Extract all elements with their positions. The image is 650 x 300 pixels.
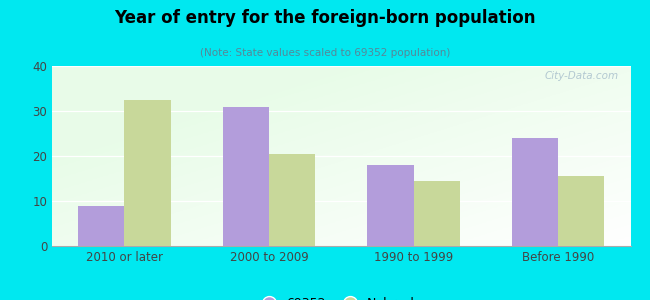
Bar bbox=[269, 154, 315, 246]
Bar bbox=[124, 100, 170, 246]
Bar bbox=[223, 106, 269, 246]
Bar bbox=[512, 138, 558, 246]
Bar bbox=[558, 176, 605, 246]
Text: City-Data.com: City-Data.com bbox=[545, 71, 619, 81]
Legend: 69352, Nebraska: 69352, Nebraska bbox=[252, 292, 430, 300]
Text: (Note: State values scaled to 69352 population): (Note: State values scaled to 69352 popu… bbox=[200, 48, 450, 58]
Bar bbox=[367, 165, 413, 246]
Text: Year of entry for the foreign-born population: Year of entry for the foreign-born popul… bbox=[114, 9, 536, 27]
Bar bbox=[413, 181, 460, 246]
Bar bbox=[78, 206, 124, 246]
